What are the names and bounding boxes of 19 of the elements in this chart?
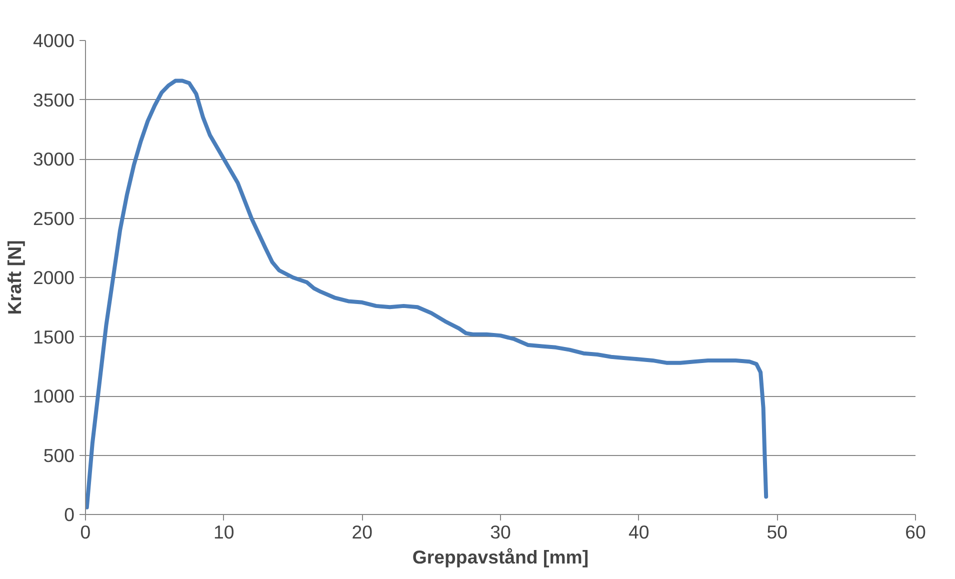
y-tick-label: 0 xyxy=(64,504,75,525)
y-tick-label: 2500 xyxy=(32,208,75,229)
x-tick-label: 30 xyxy=(490,522,511,542)
x-axis-title: Greppavstånd [mm] xyxy=(412,546,589,568)
y-tick-label: 3000 xyxy=(32,148,75,170)
y-tick-label: 1000 xyxy=(32,386,75,406)
y-tick-label: 500 xyxy=(43,444,75,466)
y-tick-label: 1500 xyxy=(32,326,75,348)
y-axis-title: Kraft [N] xyxy=(4,240,25,315)
y-tick-label: 2000 xyxy=(32,267,75,288)
x-tick-label: 60 xyxy=(905,522,926,542)
y-tick-label: 3500 xyxy=(32,89,75,110)
y-tick-label: 4000 xyxy=(32,30,75,51)
line-series xyxy=(86,78,768,510)
x-tick-label: 10 xyxy=(213,522,234,542)
x-tick-label: 50 xyxy=(766,522,788,542)
x-tick-label: 20 xyxy=(352,522,373,542)
x-tick-label: 40 xyxy=(628,522,650,542)
x-tick-label: 0 xyxy=(80,522,91,542)
